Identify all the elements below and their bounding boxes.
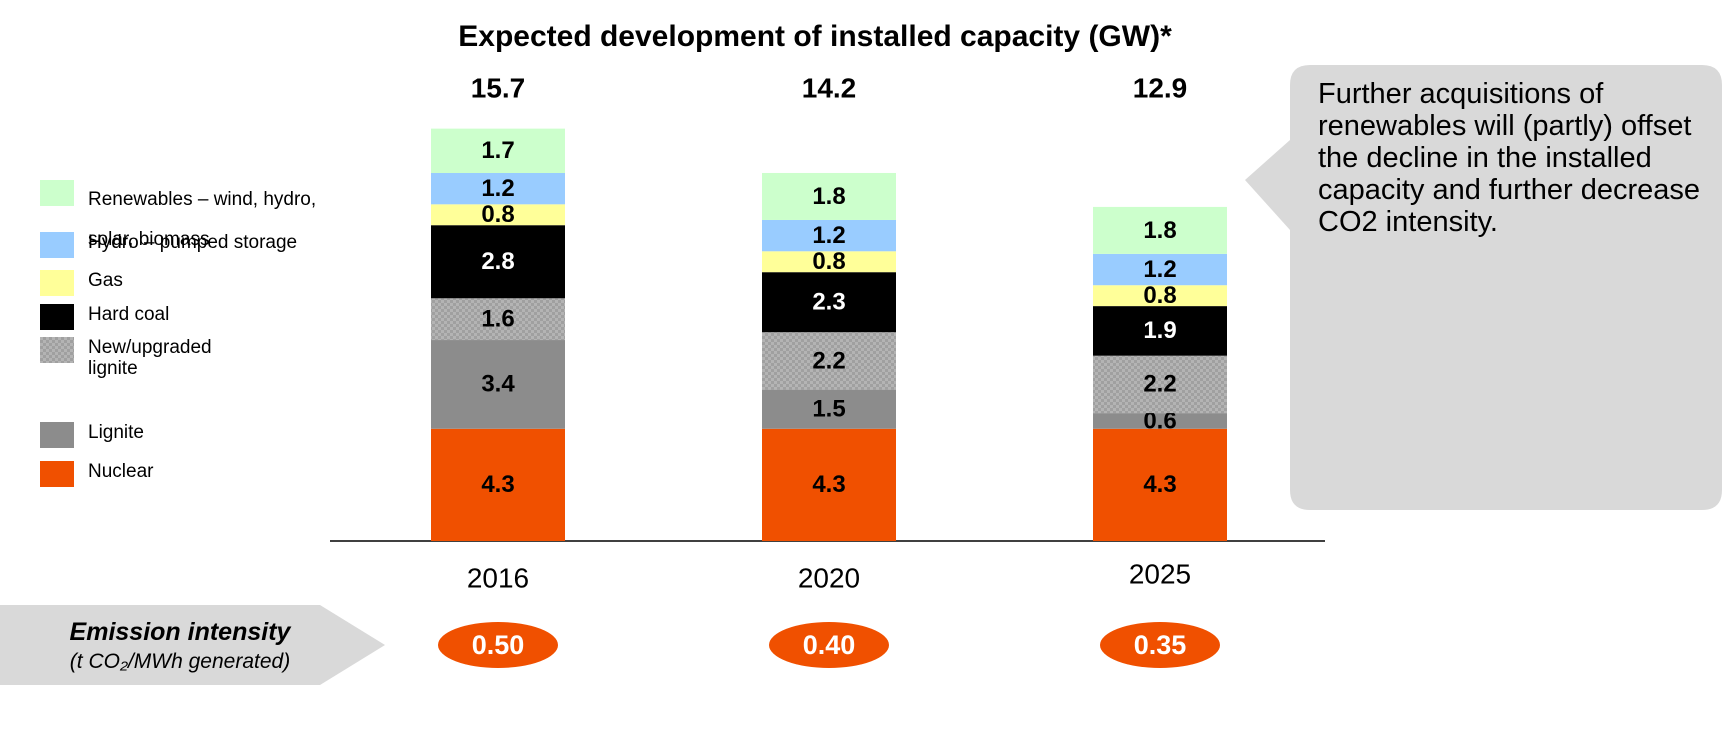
legend-swatch bbox=[40, 422, 74, 448]
legend-label: New/upgraded lignite bbox=[88, 337, 212, 379]
segment-label: 0.8 bbox=[812, 248, 845, 275]
segment-label: 3.4 bbox=[481, 371, 515, 398]
segment-label: 2.2 bbox=[812, 347, 845, 374]
segment-label: 1.7 bbox=[481, 137, 514, 164]
segment-label: 4.3 bbox=[1143, 471, 1176, 498]
total-label: 12.9 bbox=[1133, 72, 1188, 103]
x-tick-label: 2020 bbox=[798, 562, 860, 593]
legend-item: Renewables – wind, hydro, solar, biomass bbox=[40, 180, 358, 260]
segment-label: 1.8 bbox=[812, 183, 845, 210]
segment-label: 2.3 bbox=[812, 289, 845, 316]
segment-label: 0.8 bbox=[1143, 282, 1176, 309]
chart-title: Expected development of installed capaci… bbox=[458, 20, 1172, 53]
legend-label: Lignite bbox=[88, 422, 144, 443]
x-tick-label: 2025 bbox=[1129, 558, 1191, 589]
bar-segment bbox=[1093, 306, 1227, 356]
emission-marker bbox=[1100, 622, 1220, 668]
bar-segment bbox=[431, 428, 565, 541]
segment-label: 4.3 bbox=[481, 471, 514, 498]
bar-segment bbox=[1093, 253, 1227, 286]
emission-marker bbox=[769, 622, 889, 668]
legend-swatch bbox=[40, 461, 74, 487]
segment-label: 2.2 bbox=[1143, 371, 1176, 398]
legend-item: Hard coal bbox=[40, 304, 358, 330]
legend-swatch bbox=[40, 232, 74, 258]
segment-label: 1.2 bbox=[1143, 256, 1176, 283]
legend-swatch bbox=[40, 270, 74, 296]
bar-segment bbox=[431, 128, 565, 173]
legend-label: Hydro – pumped storage bbox=[88, 232, 298, 253]
legend-swatch bbox=[40, 180, 74, 206]
legend-label: Gas bbox=[88, 270, 123, 291]
total-label: 15.7 bbox=[471, 72, 526, 103]
bar-segment bbox=[431, 298, 565, 341]
legend-item: Gas bbox=[40, 270, 358, 296]
bar-segment bbox=[762, 389, 896, 429]
legend-label: Hard coal bbox=[88, 304, 170, 325]
bar-segment bbox=[762, 172, 896, 220]
bar-segment bbox=[1093, 413, 1227, 429]
callout-text: Further acquisitions of renewables will … bbox=[1318, 78, 1701, 238]
bar-segment bbox=[762, 332, 896, 390]
legend-swatch bbox=[40, 304, 74, 330]
emission-value: 0.50 bbox=[472, 630, 525, 660]
emission-label: Emission intensity bbox=[69, 618, 291, 646]
segment-label: 1.8 bbox=[1143, 217, 1176, 244]
legend-item: Nuclear bbox=[40, 461, 358, 487]
emission-box bbox=[0, 605, 385, 685]
bar-segment bbox=[762, 251, 896, 273]
bar-segment bbox=[762, 272, 896, 333]
bar-segment bbox=[762, 428, 896, 541]
legend-item: Hydro – pumped storage bbox=[40, 232, 358, 258]
bar-segment bbox=[431, 225, 565, 299]
legend-label: Nuclear bbox=[88, 461, 154, 482]
legend-label: Renewables – wind, hydro, solar, biomass bbox=[88, 189, 317, 250]
segment-label: 1.2 bbox=[481, 175, 514, 202]
emission-value: 0.40 bbox=[803, 630, 856, 660]
total-label: 14.2 bbox=[802, 72, 857, 103]
segment-label: 1.6 bbox=[481, 305, 514, 332]
segment-label: 1.2 bbox=[812, 222, 845, 249]
bar-segment bbox=[1093, 428, 1227, 541]
segment-label: 1.5 bbox=[812, 396, 845, 423]
legend-item: Lignite bbox=[40, 422, 358, 448]
emission-caption: Emission intensity (t CO₂/MWh generated) bbox=[20, 616, 340, 676]
segment-label: 0.8 bbox=[481, 201, 514, 228]
bar-segment bbox=[1093, 285, 1227, 307]
callout-box bbox=[1245, 65, 1722, 510]
segment-label: 1.9 bbox=[1143, 317, 1176, 344]
bar-segment bbox=[1093, 206, 1227, 254]
bar-segment bbox=[1093, 355, 1227, 414]
bar-segment bbox=[431, 204, 565, 226]
segment-label: 4.3 bbox=[812, 471, 845, 498]
emission-value: 0.35 bbox=[1134, 630, 1187, 660]
legend-swatch bbox=[40, 337, 74, 363]
bar-segment bbox=[762, 219, 896, 252]
segment-label: 2.8 bbox=[481, 248, 514, 275]
bar-segment bbox=[431, 340, 565, 429]
emission-unit: (t CO₂/MWh generated) bbox=[69, 650, 291, 673]
legend-item: New/upgraded lignite bbox=[40, 337, 238, 379]
bar-segment bbox=[431, 172, 565, 205]
x-tick-label: 2016 bbox=[467, 562, 529, 593]
emission-marker bbox=[438, 622, 558, 668]
